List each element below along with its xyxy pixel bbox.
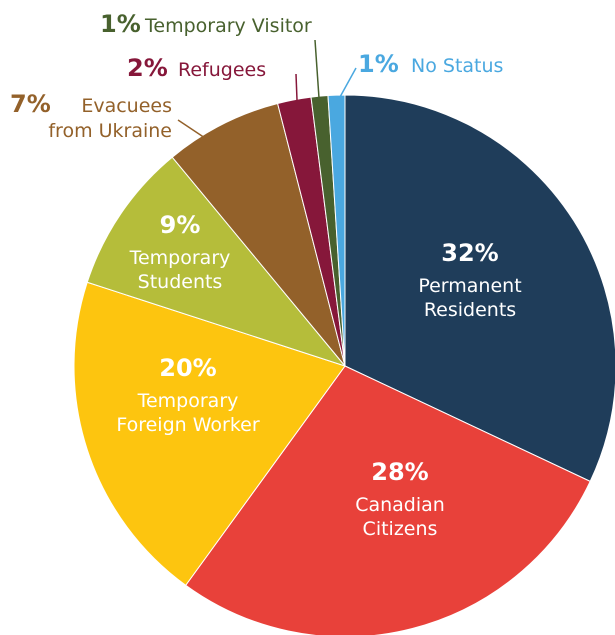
slice-label: Temporary Visitor [144,15,312,37]
slice-label: Temporary Students [129,247,231,293]
pie-slice [185,365,591,635]
slice-label: No Status [411,55,503,77]
leader-line [314,39,320,99]
pie-slice [327,94,346,367]
slice-percent: 1% [358,50,399,78]
pie-slice [86,156,347,368]
pie-slice [171,102,346,367]
leader-line [177,119,206,139]
pie [73,94,615,635]
slice-percent: 28% [371,458,428,486]
slice-percent: 1% [100,10,141,38]
slice-percent: 20% [159,354,216,382]
slice-label: Canadian Citizens [355,494,445,540]
leader-line [339,67,357,98]
slice-label: Evacuees from Ukraine [48,95,172,142]
slice-label: Refugees [178,59,266,81]
slice-label: Temporary Foreign Worker [116,390,260,436]
leader-line [295,73,298,101]
slice-percent: 32% [441,239,498,267]
pie-slice [344,94,615,483]
slice-percent: 7% [10,90,51,118]
leader-lines [177,39,357,139]
slice-label: Permanent Residents [418,275,521,321]
slice-percent: 9% [160,211,201,239]
pie-slice [73,281,346,586]
slice-percent: 2% [127,54,168,82]
